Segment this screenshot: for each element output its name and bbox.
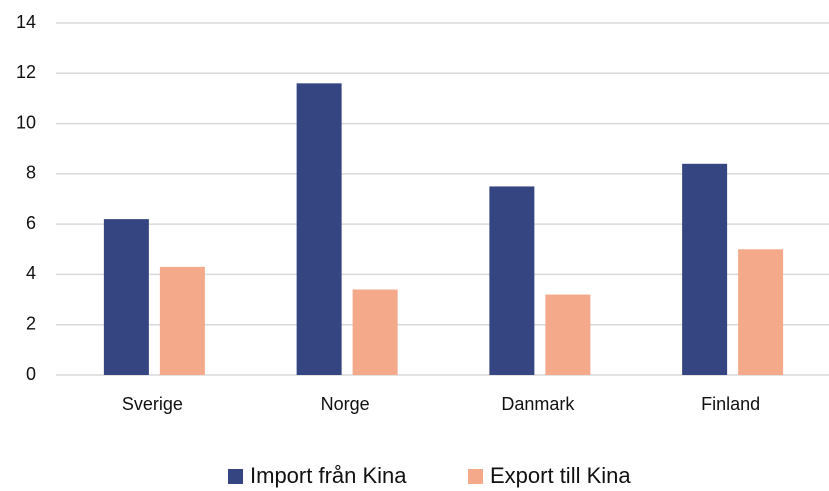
- y-tick-label: 0: [26, 364, 36, 384]
- y-tick-label: 10: [16, 112, 36, 132]
- bar: [489, 186, 535, 375]
- legend-swatch: [468, 469, 483, 484]
- bar: [103, 219, 149, 375]
- bar: [352, 289, 398, 375]
- bar: [296, 83, 342, 375]
- legend-label: Export till Kina: [490, 463, 631, 488]
- y-tick-label: 2: [26, 313, 36, 333]
- bar: [545, 294, 591, 375]
- legend-label: Import från Kina: [250, 463, 407, 488]
- x-tick-label: Finland: [701, 394, 760, 414]
- y-tick-label: 8: [26, 163, 36, 183]
- x-tick-label: Danmark: [501, 394, 575, 414]
- y-tick-label: 4: [26, 263, 36, 283]
- bar: [682, 163, 728, 375]
- x-tick-label: Sverige: [122, 394, 183, 414]
- bar: [738, 249, 784, 375]
- bar: [159, 266, 205, 375]
- y-tick-label: 12: [16, 62, 36, 82]
- legend-swatch: [228, 469, 243, 484]
- x-tick-label: Norge: [321, 394, 370, 414]
- y-tick-label: 6: [26, 213, 36, 233]
- y-tick-label: 14: [16, 12, 36, 32]
